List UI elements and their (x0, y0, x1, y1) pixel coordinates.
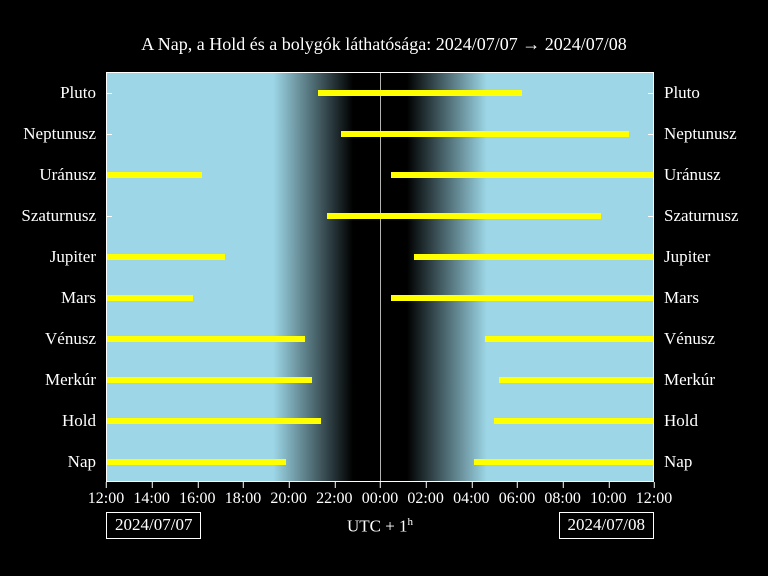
visibility-bar (499, 377, 654, 383)
xtick: 02:00 (407, 482, 443, 508)
body-label-right: Jupiter (654, 247, 710, 267)
visibility-bar (106, 295, 193, 301)
body-label-right: Nap (654, 452, 692, 472)
xtick: 04:00 (453, 482, 489, 508)
row-merkúr: MerkúrMerkúr (106, 359, 654, 400)
body-label-left: Szaturnusz (21, 206, 106, 226)
xtick: 14:00 (133, 482, 169, 508)
page-root: A Nap, a Hold és a bolygók láthatósága: … (0, 0, 768, 576)
visibility-bar (494, 418, 654, 424)
visibility-bar (485, 336, 654, 342)
xtick: 20:00 (270, 482, 306, 508)
row-vénusz: VénuszVénusz (106, 318, 654, 359)
row-mars: MarsMars (106, 277, 654, 318)
row-neptunusz: NeptunuszNeptunusz (106, 113, 654, 154)
row-jupiter: JupiterJupiter (106, 236, 654, 277)
visibility-bar (341, 131, 629, 137)
ytick-right (648, 216, 654, 217)
body-label-right: Szaturnusz (654, 206, 739, 226)
date-box-right: 2024/07/08 (559, 512, 654, 539)
visibility-bar (106, 418, 321, 424)
body-label-right: Vénusz (654, 329, 715, 349)
xtick: 12:00 (636, 482, 672, 508)
visibility-bar (391, 295, 654, 301)
xtick: 18:00 (225, 482, 261, 508)
row-szaturnusz: SzaturnuszSzaturnusz (106, 195, 654, 236)
body-label-left: Merkúr (45, 370, 106, 390)
visibility-bar (106, 459, 286, 465)
xtick: 06:00 (499, 482, 535, 508)
body-label-right: Mars (654, 288, 699, 308)
ytick-right (648, 134, 654, 135)
visibility-bar (106, 254, 225, 260)
xtick: 10:00 (590, 482, 626, 508)
xtick: 00:00 (362, 482, 398, 508)
x-axis-label-sup: h (408, 516, 414, 528)
row-hold: HoldHold (106, 400, 654, 441)
body-label-left: Nap (68, 452, 106, 472)
body-label-right: Merkúr (654, 370, 715, 390)
visibility-bar (327, 213, 601, 219)
xtick: 16:00 (179, 482, 215, 508)
ytick-left (106, 134, 112, 135)
visibility-bar (106, 377, 312, 383)
ytick-left (106, 93, 112, 94)
body-label-left: Vénusz (45, 329, 106, 349)
chart-title: A Nap, a Hold és a bolygók láthatósága: … (0, 34, 768, 55)
xtick: 12:00 (88, 482, 124, 508)
x-axis-label-prefix: UTC + 1 (347, 517, 408, 536)
xtick: 22:00 (316, 482, 352, 508)
plot-area: PlutoPlutoNeptunuszNeptunuszUránuszUránu… (106, 72, 654, 482)
row-nap: NapNap (106, 441, 654, 482)
body-label-left: Uránusz (39, 165, 106, 185)
body-label-left: Jupiter (50, 247, 106, 267)
date-box-left: 2024/07/07 (106, 512, 201, 539)
visibility-bar (106, 336, 305, 342)
row-pluto: PlutoPluto (106, 72, 654, 113)
body-label-right: Neptunusz (654, 124, 737, 144)
visibility-bar (106, 172, 202, 178)
body-label-right: Uránusz (654, 165, 721, 185)
body-label-left: Pluto (60, 83, 106, 103)
xtick: 08:00 (544, 482, 580, 508)
body-label-left: Neptunusz (23, 124, 106, 144)
body-label-right: Hold (654, 411, 698, 431)
visibility-bar (414, 254, 654, 260)
body-label-left: Hold (62, 411, 106, 431)
ytick-right (648, 93, 654, 94)
visibility-bar (391, 172, 654, 178)
visibility-bar (318, 90, 521, 96)
ytick-left (106, 216, 112, 217)
body-label-left: Mars (61, 288, 106, 308)
visibility-bar (474, 459, 654, 465)
body-label-right: Pluto (654, 83, 700, 103)
row-uránusz: UránuszUránusz (106, 154, 654, 195)
